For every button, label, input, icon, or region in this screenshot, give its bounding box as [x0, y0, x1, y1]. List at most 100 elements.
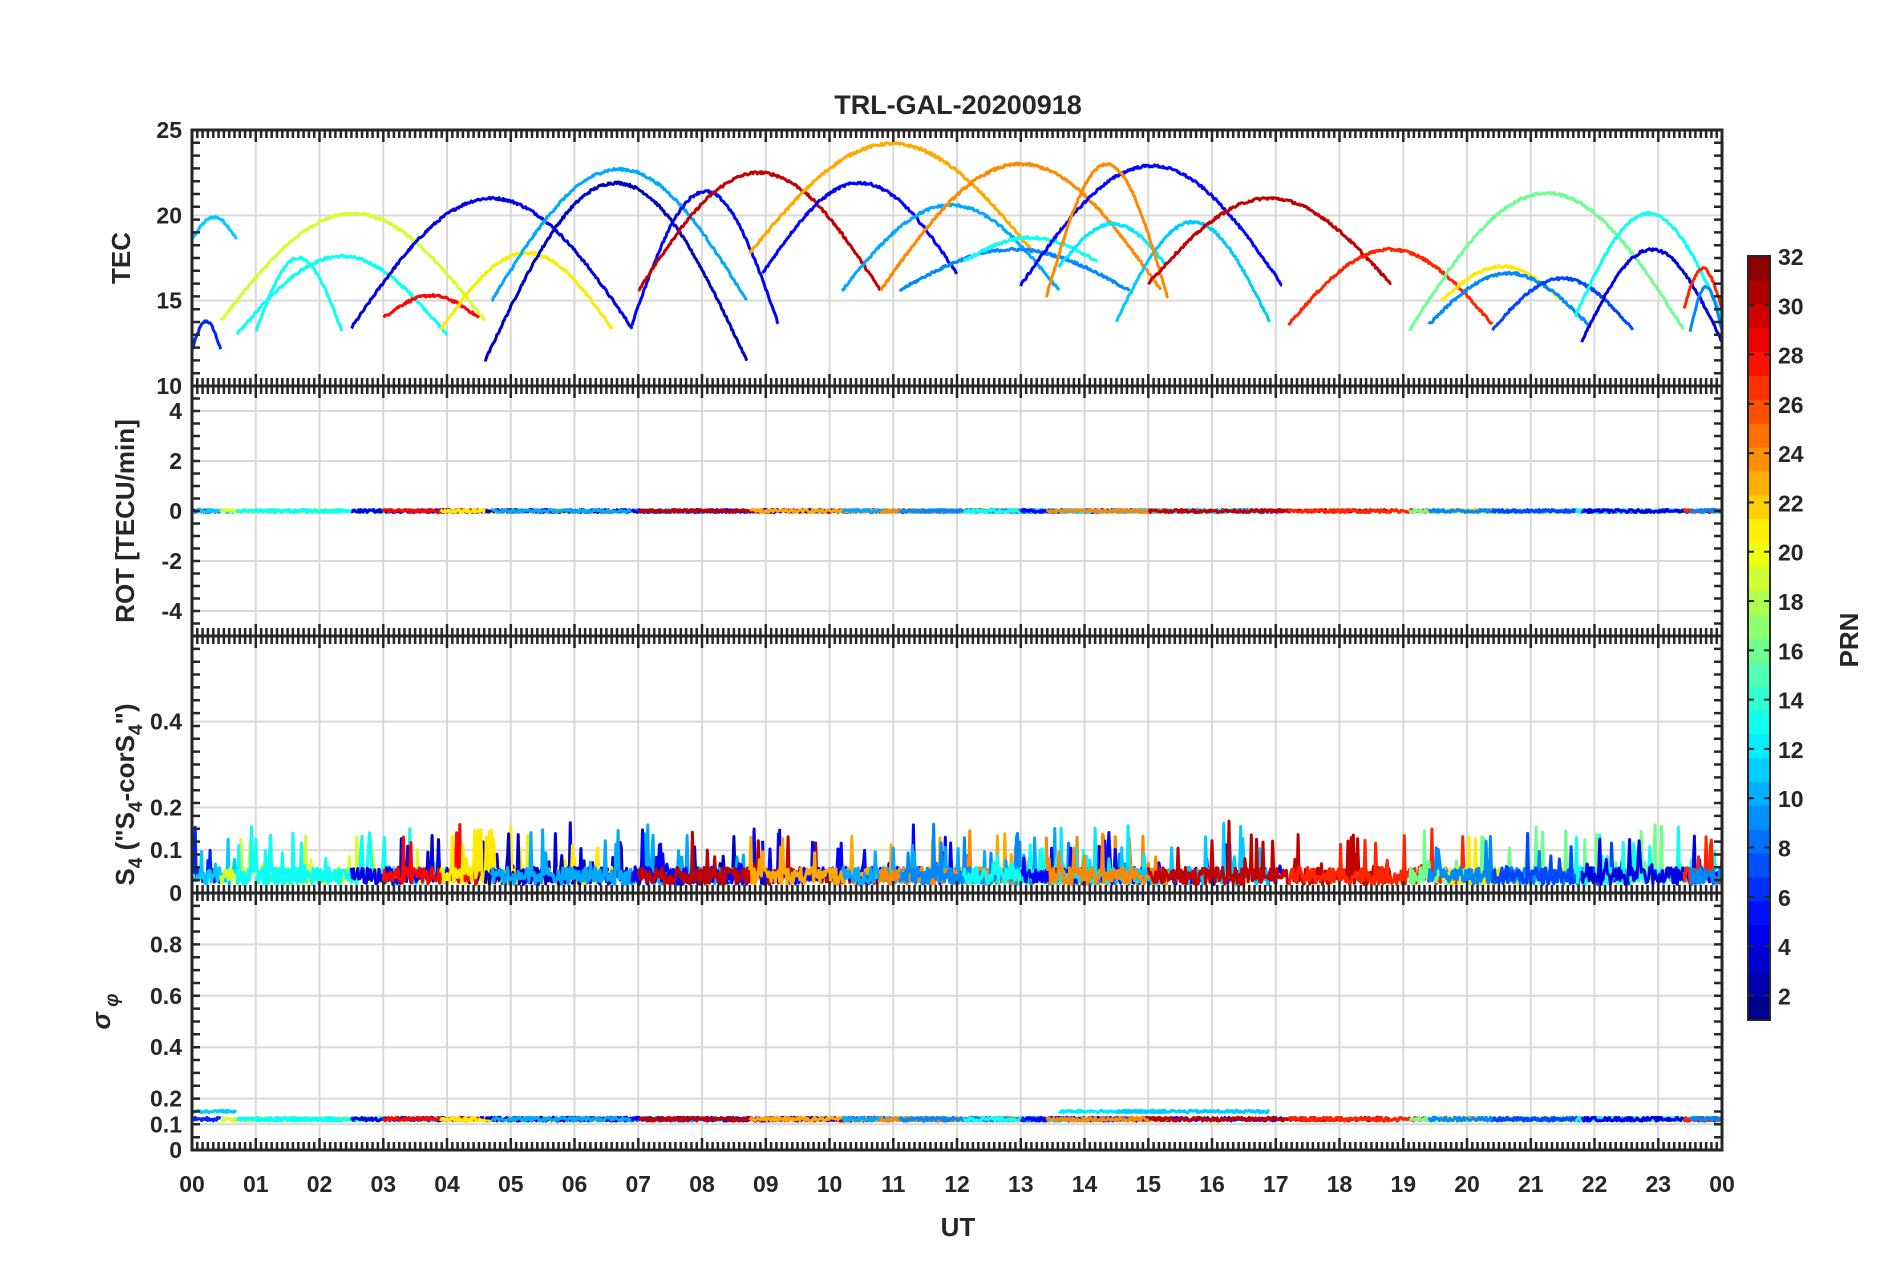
colorbar-segment: [1748, 518, 1770, 544]
series-line-prn-11: [1115, 219, 1271, 323]
colorbar-tick-label: 16: [1778, 638, 1804, 664]
colorbar-segment: [1748, 972, 1770, 997]
colorbar-label: PRN: [1834, 613, 1864, 668]
colorbar-segment: [1748, 948, 1770, 973]
colorbar-segment: [1748, 924, 1770, 949]
series-line-prn-4: [350, 195, 634, 330]
series-line-prn-7: [1491, 276, 1635, 331]
series-line-prn-13: [254, 508, 343, 514]
y-tick-label: 15: [156, 288, 182, 314]
x-tick-label: 23: [1645, 1171, 1671, 1197]
series-line-prn-5: [630, 189, 780, 327]
x-axis-tick-labels: 00 01 02 03 04 05 06 07 08 09 10 11 12 13 14 15 16 17 18 19…: [179, 1171, 1735, 1197]
colorbar-tick-label: 28: [1778, 343, 1804, 369]
tec-panel: 10 15 20 25 TEC: [106, 117, 1724, 399]
series-line-prn-11: [192, 215, 238, 241]
x-tick-label: 17: [1263, 1171, 1289, 1197]
colorbar-tick-label: 18: [1778, 589, 1804, 615]
x-tick-label: 09: [753, 1171, 779, 1197]
data-series-group: [192, 819, 1722, 886]
minor-ticks: [190, 384, 1724, 638]
colorbar-tick-label: 6: [1778, 885, 1791, 911]
y-tick-label: 0: [169, 498, 182, 524]
chart-title: TRL-GAL-20200918: [834, 90, 1082, 120]
x-tick-label: 07: [625, 1171, 651, 1197]
colorbar-segment: [1748, 566, 1770, 591]
colorbar-tick-label: 10: [1778, 786, 1804, 812]
colorbar-segment: [1748, 996, 1770, 1021]
series-line-prn-5: [1019, 163, 1283, 287]
colorbar-tick-label: 20: [1778, 540, 1804, 566]
x-tick-label: 11: [881, 1171, 906, 1197]
colorbar-segment: [1748, 256, 1770, 281]
colorbar-segment: [1748, 900, 1770, 926]
x-tick-label: 19: [1390, 1171, 1416, 1197]
colorbar-segment: [1748, 685, 1770, 711]
series-line-prn-9: [1689, 1115, 1722, 1123]
colorbar-segment: [1748, 590, 1770, 615]
colorbar-segment: [1748, 757, 1770, 782]
data-series-group: [192, 1108, 1722, 1123]
x-tick-label: 10: [817, 1171, 843, 1197]
colorbar-segment: [1748, 375, 1770, 400]
x-tick-label: 00: [179, 1171, 205, 1197]
series-line-prn-9: [898, 246, 1131, 292]
x-tick-label: 12: [944, 1171, 970, 1197]
series-line-prn-13: [254, 866, 344, 886]
series-line-prn-11: [192, 837, 238, 886]
y-tick-label: 0.4: [150, 709, 182, 735]
colorbar-segment: [1748, 876, 1770, 902]
x-tick-label: 03: [370, 1171, 396, 1197]
colorbar-segment: [1748, 447, 1770, 472]
y-axis-label: ROT [TECU/min]: [110, 419, 140, 623]
series-line-prn-13: [235, 253, 449, 336]
colorbar-segment: [1748, 614, 1770, 639]
series-line-prn-13: [254, 1115, 343, 1123]
series-line-prn-24: [1044, 832, 1169, 886]
y-tick-label: -4: [162, 598, 183, 624]
colorbar-tick-label: 12: [1778, 737, 1804, 763]
minor-ticks: [190, 891, 1724, 1152]
x-axis-label: UT: [941, 1212, 976, 1242]
colorbar-tick-label: 26: [1778, 392, 1804, 418]
sigma-phi-panel: 00.10.2 0.4 0.6 0.8 σ φ: [86, 891, 1724, 1163]
colorbar-segment: [1748, 661, 1770, 687]
minor-ticks: [190, 634, 1724, 895]
y-axis-label: TEC: [106, 232, 136, 284]
x-tick-label: 21: [1518, 1171, 1544, 1197]
colorbar-tick-label: 24: [1778, 441, 1804, 467]
x-tick-label: 00: [1709, 1171, 1735, 1197]
x-tick-label: 01: [243, 1171, 269, 1197]
x-tick-label: 08: [689, 1171, 715, 1197]
series-line-prn-9: [1688, 866, 1722, 886]
data-series-group: [192, 141, 1722, 362]
y-axis-label: σ φ: [86, 994, 123, 1030]
series-line-prn-11: [1115, 1108, 1270, 1115]
colorbar-tick-label: 30: [1778, 293, 1804, 319]
y-tick-label: 0.4: [150, 1034, 182, 1060]
x-tick-label: 16: [1199, 1171, 1225, 1197]
colorbar-tick-label: 22: [1778, 490, 1804, 516]
colorbar-segment: [1748, 279, 1770, 305]
series-line-prn-23: [748, 141, 1035, 255]
colorbar-tick-label: 8: [1778, 835, 1791, 861]
colorbar-segment: [1748, 829, 1770, 854]
y-tick-label: 0.1: [150, 1111, 182, 1137]
series-line-prn-6: [192, 1115, 222, 1123]
colorbar-tick-label: 14: [1778, 688, 1804, 714]
y-tick-label: 4: [169, 398, 182, 424]
colorbar-segment: [1748, 423, 1770, 448]
series-line-prn-30: [1146, 819, 1392, 886]
x-tick-label: 02: [307, 1171, 333, 1197]
series-line-prn-5: [761, 180, 959, 275]
series-line-prn-13: [254, 255, 344, 332]
series-line-prn-24: [1045, 508, 1168, 514]
colorbar-segment: [1748, 638, 1770, 663]
y-tick-label: 10: [156, 373, 182, 399]
colorbar-segment: [1748, 303, 1770, 329]
x-tick-label: 14: [1072, 1171, 1098, 1197]
minor-ticks: [190, 128, 1724, 388]
series-line-prn-30: [637, 170, 882, 292]
series-line-prn-12: [1057, 221, 1169, 268]
colorbar-segment: [1748, 542, 1770, 567]
